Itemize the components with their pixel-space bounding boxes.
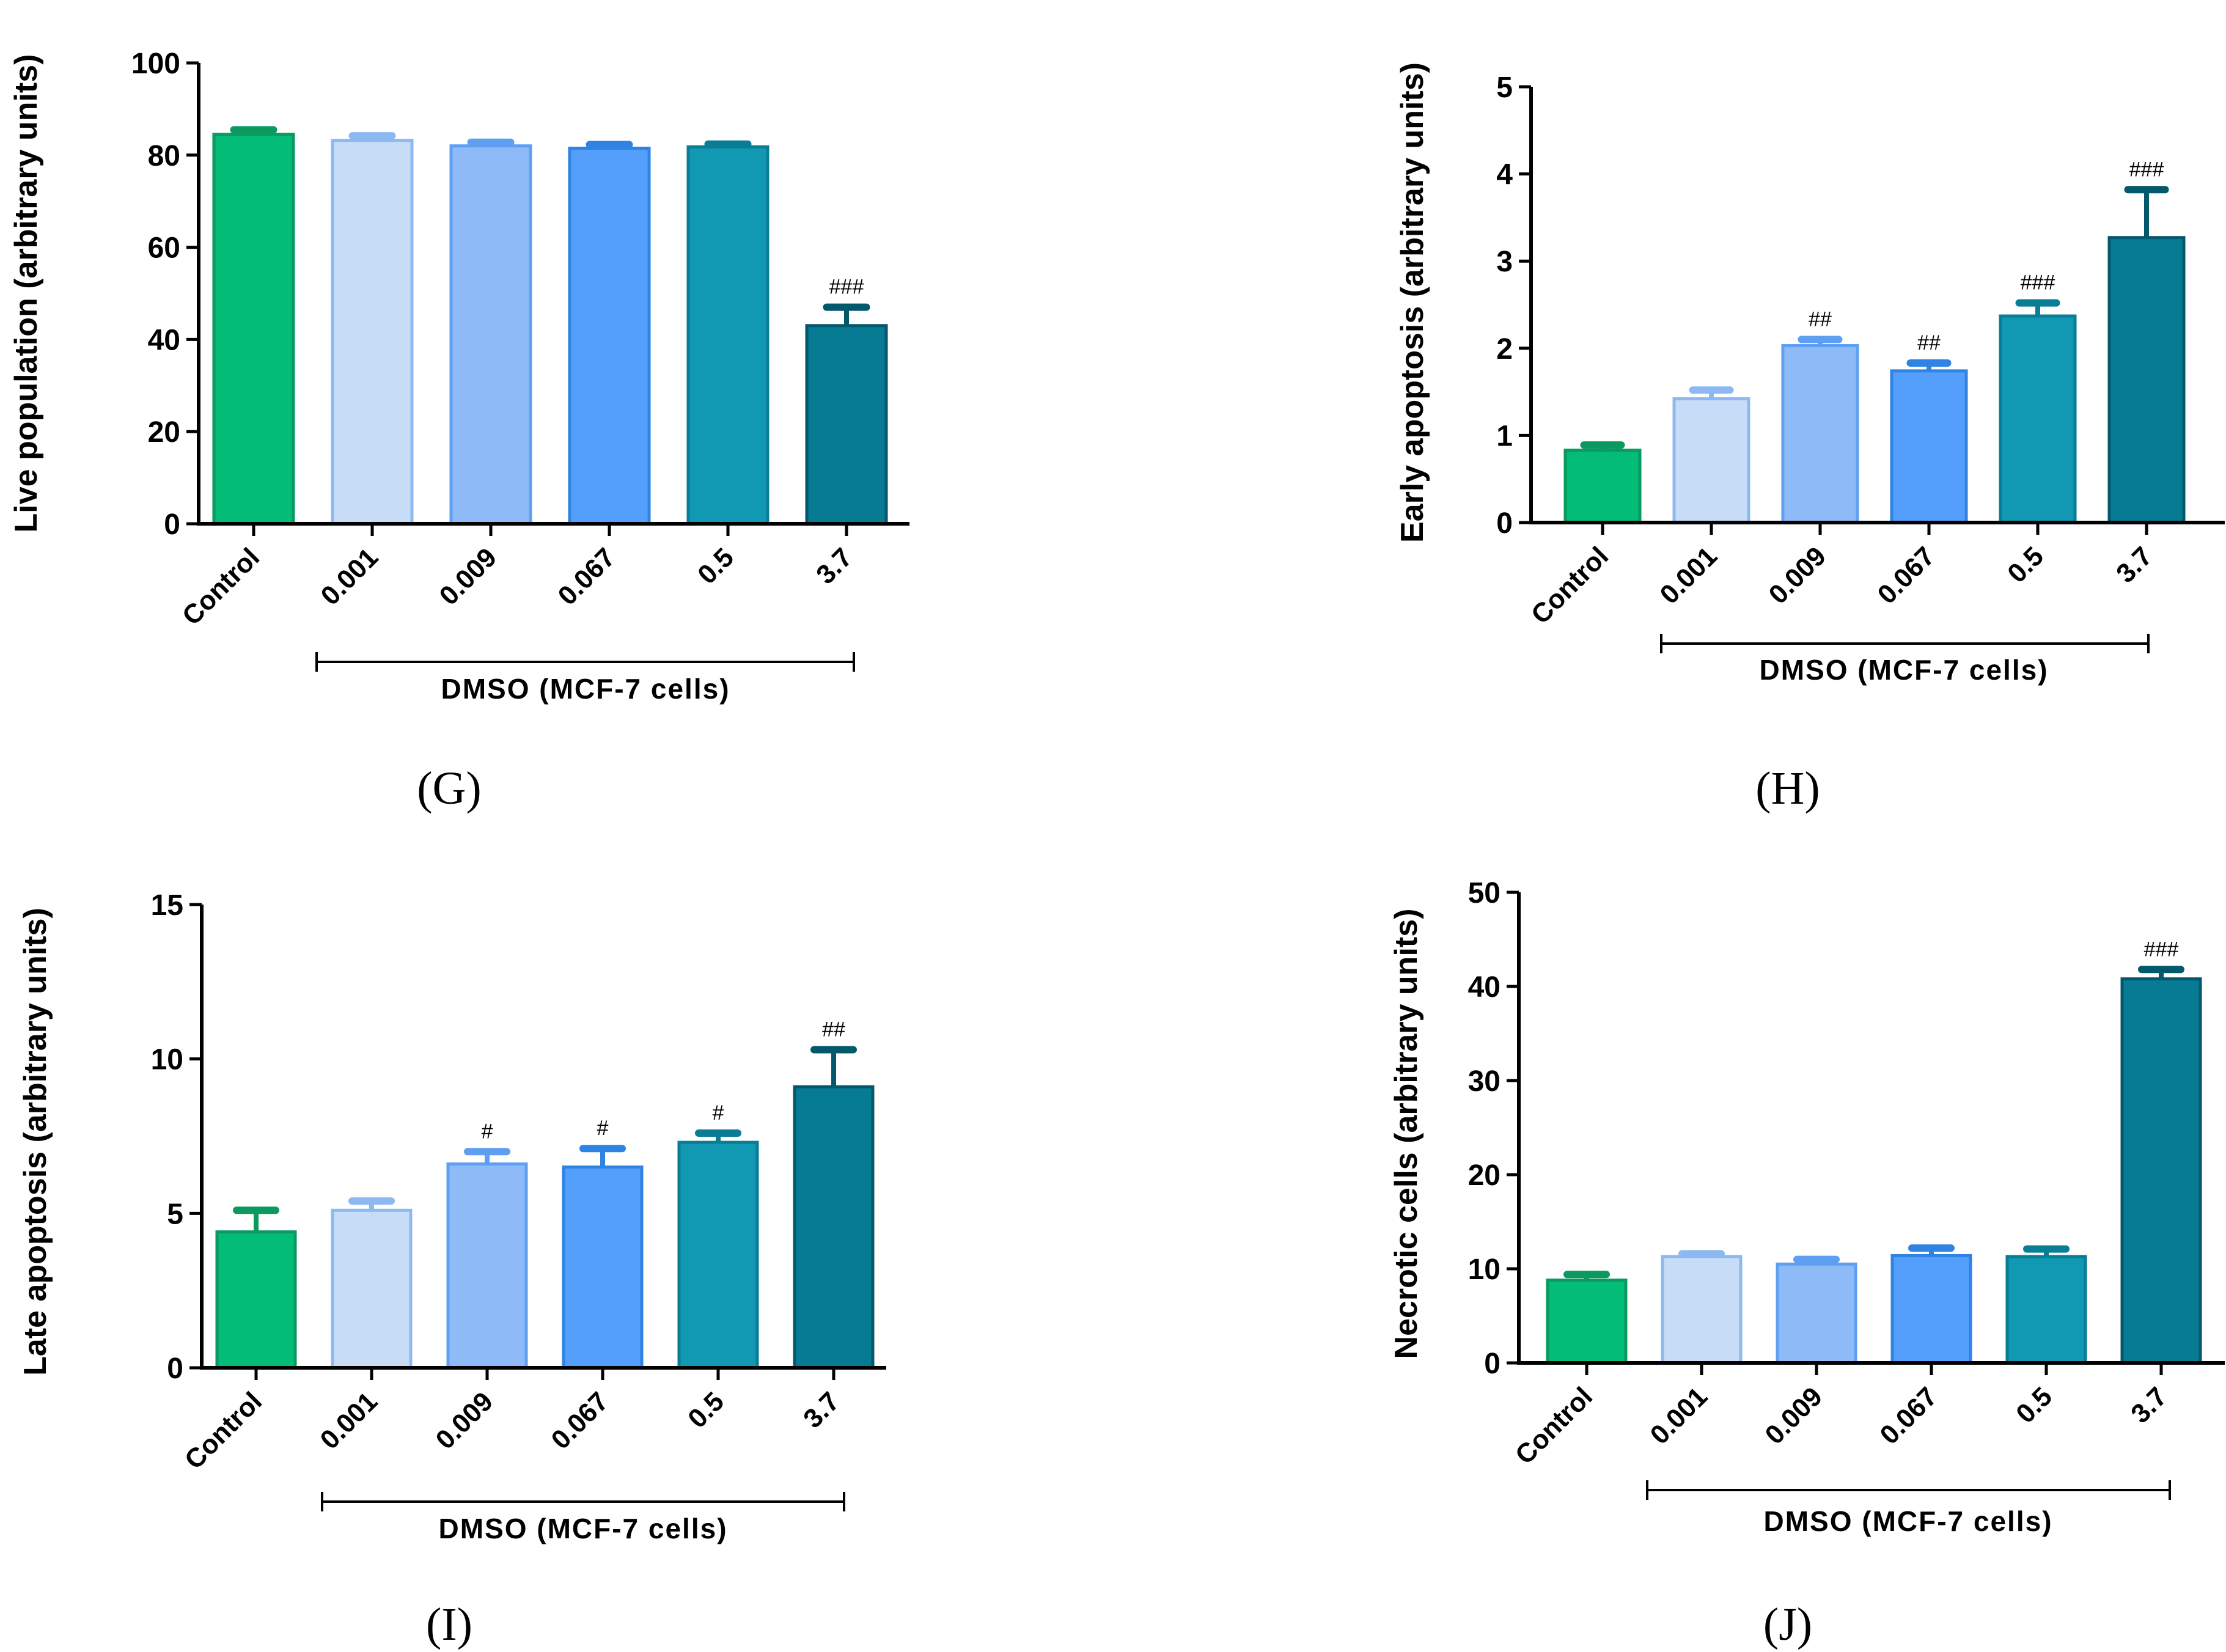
y-tick-label: 100 [131, 48, 180, 80]
x-tick-label: 3.7 [810, 542, 858, 590]
y-tick-label: 5 [167, 1198, 183, 1230]
y-axis-title: Live population (arbitrary units) [9, 54, 44, 533]
bar [677, 1140, 759, 1370]
y-tick-label: 5 [1496, 72, 1513, 104]
group-label: DMSO (MCF-7 cells) [1763, 1505, 2052, 1537]
x-tick-label: 0.5 [692, 542, 740, 590]
bar [215, 1230, 297, 1370]
y-axis-title: Late apoptosis (arbitrary units) [18, 908, 53, 1376]
x-tick-label: 0.5 [2010, 1381, 2058, 1429]
group-label: DMSO (MCF-7 cells) [441, 673, 730, 705]
x-tick-label: 0.5 [682, 1386, 730, 1434]
significance-label: ## [822, 1018, 845, 1041]
y-tick-label: 10 [151, 1044, 183, 1076]
y-tick-label: 3 [1496, 246, 1513, 278]
x-tick-label: 0.001 [1655, 541, 1724, 610]
x-tick-label: 0.009 [1760, 1381, 1829, 1450]
significance-label: ## [1917, 331, 1941, 354]
bar [1890, 369, 1968, 524]
panel-label: (H) [1755, 763, 1820, 814]
y-tick-label: 0 [167, 1353, 183, 1385]
y-tick-label: 60 [148, 232, 180, 265]
y-tick-label: 30 [1468, 1065, 1501, 1098]
y-axis-title: Early apoptosis (arbitrary units) [1395, 62, 1430, 543]
bar [331, 139, 414, 526]
x-tick-label: 3.7 [2110, 541, 2158, 589]
y-tick-label: 0 [1496, 507, 1513, 540]
y-tick-label: 40 [148, 324, 180, 356]
bar [1546, 1278, 1628, 1365]
bar [1776, 1262, 1857, 1365]
x-tick-label: Control [177, 542, 265, 631]
y-tick-label: 4 [1496, 159, 1513, 191]
y-tick-label: 2 [1496, 333, 1513, 365]
y-tick-label: 50 [1468, 877, 1501, 909]
bar [2120, 977, 2202, 1365]
group-label: DMSO (MCF-7 cells) [438, 1513, 727, 1544]
bar [568, 146, 651, 526]
bar [212, 133, 295, 526]
significance-label: ### [829, 276, 864, 299]
bar [2005, 1255, 2087, 1365]
bar [1781, 344, 1859, 524]
bar [1999, 314, 2077, 524]
significance-label: ## [1809, 308, 1832, 331]
significance-label: ### [2129, 158, 2164, 181]
x-tick-label: 0.009 [434, 542, 503, 611]
panel-label: (J) [1763, 1599, 1812, 1650]
y-tick-label: 20 [1468, 1159, 1501, 1192]
bar [1890, 1254, 1972, 1365]
y-tick-label: 0 [164, 508, 180, 541]
y-tick-label: 80 [148, 140, 180, 172]
y-tick-label: 0 [1484, 1348, 1501, 1380]
bar [805, 324, 888, 526]
bar [2107, 236, 2186, 524]
y-tick-label: 20 [148, 416, 180, 449]
x-tick-label: 3.7 [2125, 1381, 2173, 1429]
x-tick-label: Control [1510, 1381, 1598, 1470]
bar [331, 1208, 413, 1370]
x-tick-label: 3.7 [798, 1386, 845, 1434]
significance-label: # [713, 1101, 724, 1125]
x-tick-label: Control [1526, 541, 1614, 630]
x-tick-label: 0.067 [1872, 541, 1941, 610]
bar [1563, 449, 1642, 524]
chart-panel-1: ### 0 20 40 60 80 100 Control 0.001 0.009 0.067 0.5… [9, 48, 909, 814]
x-tick-label: 0.067 [546, 1386, 615, 1455]
significance-label: # [482, 1120, 493, 1143]
x-tick-label: 0.001 [315, 542, 384, 611]
x-tick-label: Control [179, 1386, 268, 1475]
chart-panel-4: ### 0 10 20 30 40 50 Control 0.001 0.009 0.067 0.5 3… [1389, 877, 2225, 1650]
x-tick-label: 0.009 [1763, 541, 1832, 610]
bar [562, 1166, 644, 1370]
bar [793, 1085, 875, 1370]
group-label: DMSO (MCF-7 cells) [1759, 654, 2048, 686]
bar [1661, 1255, 1743, 1365]
bar [1672, 397, 1750, 524]
y-tick-label: 1 [1496, 420, 1513, 452]
y-tick-label: 15 [151, 889, 183, 922]
x-tick-label: 0.5 [2002, 541, 2049, 589]
significance-label: # [597, 1117, 609, 1140]
significance-label: ### [2021, 271, 2055, 295]
panel-label: (G) [417, 763, 482, 814]
bar [686, 145, 770, 526]
bar [446, 1162, 528, 1370]
x-tick-label: 0.067 [1875, 1381, 1944, 1450]
bar [449, 144, 532, 526]
significance-label: ### [2144, 938, 2179, 961]
panel-label: (I) [426, 1599, 472, 1650]
y-tick-label: 40 [1468, 971, 1501, 1004]
x-tick-label: 0.009 [430, 1386, 499, 1455]
y-axis-title: Necrotic cells (arbitrary units) [1389, 909, 1424, 1359]
x-tick-label: 0.001 [315, 1386, 384, 1455]
x-tick-label: 0.067 [553, 542, 622, 611]
y-tick-label: 10 [1468, 1254, 1501, 1286]
x-tick-label: 0.001 [1645, 1381, 1714, 1450]
